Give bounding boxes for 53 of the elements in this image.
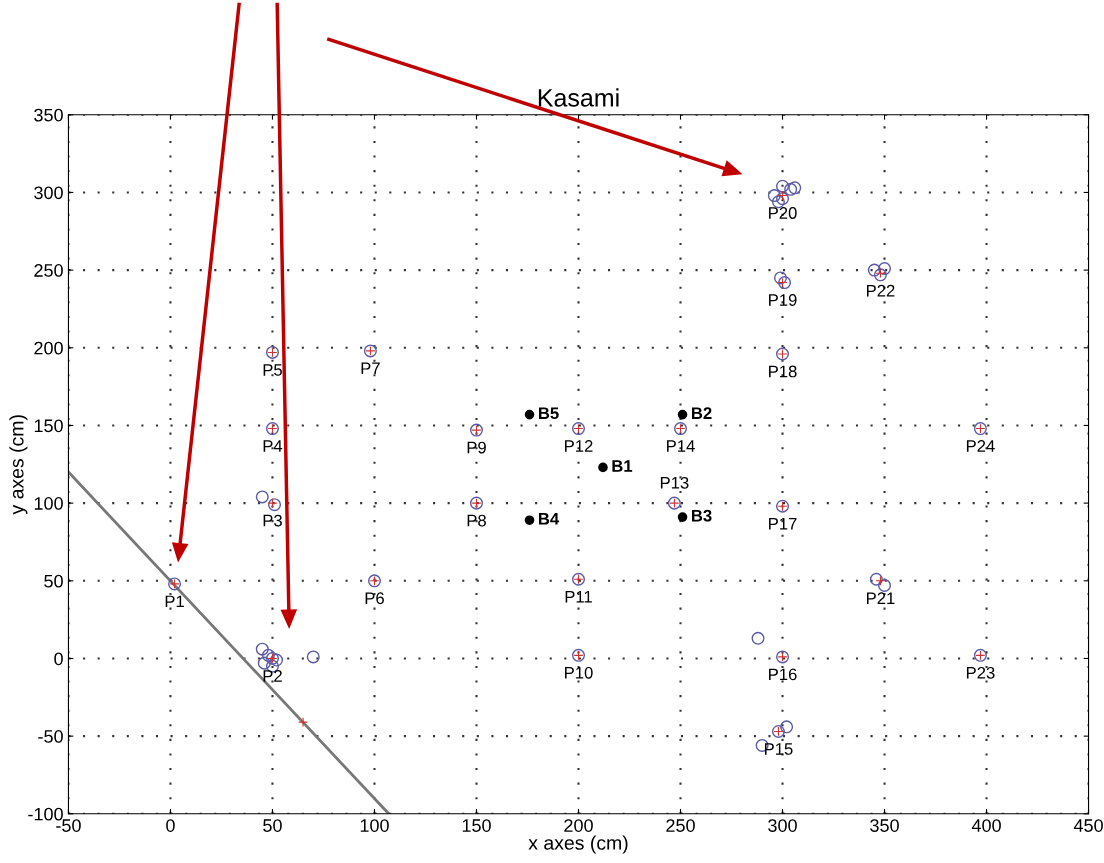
annotation: P10 bbox=[565, 666, 593, 679]
data-label: B2 bbox=[691, 407, 712, 419]
chart-title: Kasami bbox=[538, 88, 619, 107]
annotation: P4 bbox=[263, 440, 283, 452]
annotation: P6 bbox=[365, 592, 384, 605]
annotation: P7 bbox=[361, 362, 380, 375]
x-tick-label: 400 bbox=[971, 819, 1001, 832]
annotation: P16 bbox=[769, 668, 797, 681]
annotation: P9 bbox=[467, 441, 486, 454]
y-tick-label: 200 bbox=[34, 341, 63, 355]
annotation: P5 bbox=[263, 364, 282, 376]
annotation: P3 bbox=[263, 514, 282, 527]
y-tick-label: 300 bbox=[34, 186, 63, 200]
x-tick-label: 200 bbox=[564, 819, 593, 832]
annotation: P23 bbox=[966, 666, 995, 679]
data-label: B5 bbox=[538, 407, 559, 420]
x-axis-title: x axes (cm) bbox=[528, 835, 628, 854]
annotation: P17 bbox=[769, 517, 797, 530]
y-axis-title: y axes (cm) bbox=[9, 415, 28, 515]
data-label: B3 bbox=[691, 509, 712, 522]
data-label: B4 bbox=[538, 513, 560, 525]
y-tick-label: 0 bbox=[54, 652, 63, 666]
annotation: P8 bbox=[467, 514, 486, 527]
x-tick-label: 50 bbox=[263, 819, 282, 832]
x-tick-label: 0 bbox=[166, 819, 175, 832]
annotation: P21 bbox=[866, 592, 895, 604]
y-tick-label: 250 bbox=[34, 264, 63, 277]
annotation: P2 bbox=[263, 670, 282, 682]
x-tick-label: 250 bbox=[666, 819, 695, 832]
y-tick-label: -100 bbox=[28, 807, 63, 821]
x-tick-label: 100 bbox=[360, 819, 389, 832]
x-tick-label: 350 bbox=[870, 819, 899, 832]
x-tick-label: 450 bbox=[1073, 819, 1103, 832]
x-tick-label: 300 bbox=[768, 819, 797, 832]
x-tick-label: 150 bbox=[462, 819, 491, 832]
annotation: P1 bbox=[165, 595, 184, 608]
y-tick-label: 50 bbox=[44, 574, 63, 588]
y-tick-label: 100 bbox=[34, 497, 63, 510]
annotation: P18 bbox=[769, 365, 797, 378]
annotation: P19 bbox=[769, 294, 797, 306]
y-tick-label: 150 bbox=[34, 419, 63, 433]
annotation: P24 bbox=[966, 440, 995, 452]
annotation: P14 bbox=[667, 440, 695, 452]
y-tick-label: -50 bbox=[38, 730, 63, 743]
annotation: P15 bbox=[764, 743, 793, 755]
data-label: B1 bbox=[612, 460, 633, 472]
annotation: P20 bbox=[769, 207, 797, 219]
y-tick-label: 350 bbox=[34, 108, 63, 122]
annotation: P12 bbox=[565, 440, 593, 452]
x-tick-label: -50 bbox=[56, 819, 81, 832]
annotation: P22 bbox=[866, 284, 895, 297]
annotation: P13 bbox=[660, 476, 689, 489]
annotation: P11 bbox=[565, 590, 592, 603]
